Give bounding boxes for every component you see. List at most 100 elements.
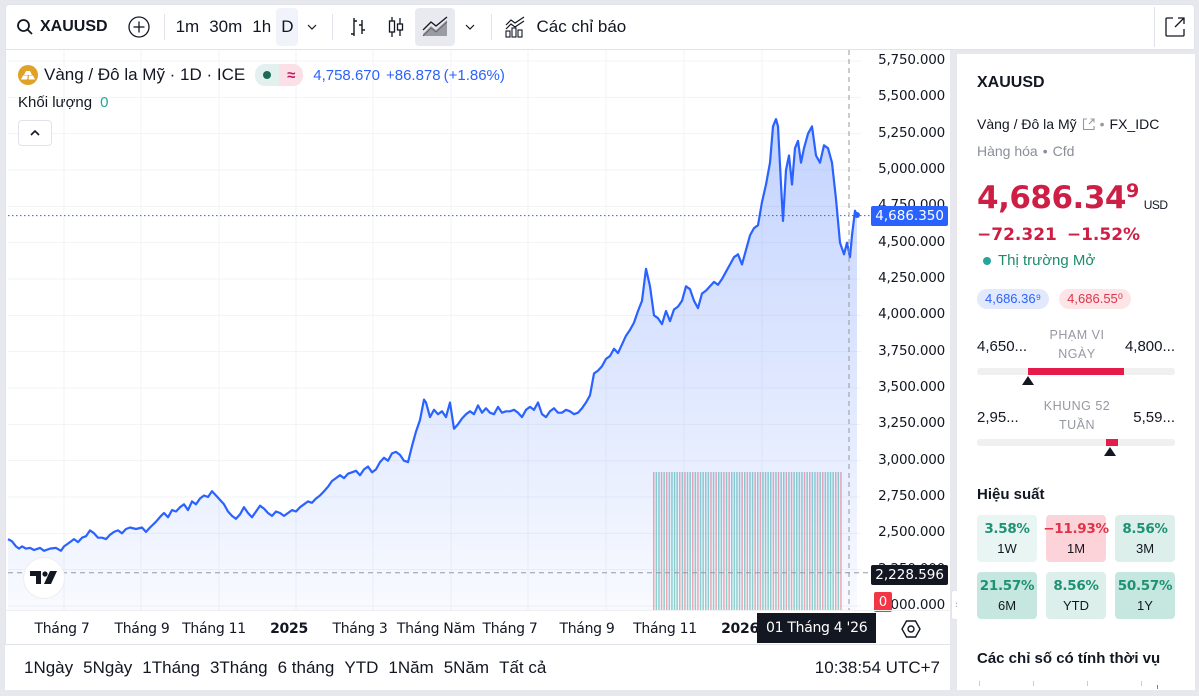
price-axis-label: 3,250.000 (878, 415, 945, 432)
candlestick-icon (389, 17, 404, 37)
timeframe-1m[interactable]: 1m (175, 17, 200, 36)
chart-settings-button[interactable] (899, 617, 923, 641)
performance-period: 3M (1135, 541, 1155, 556)
market-status[interactable]: Thị trường Mở (983, 252, 1095, 269)
price-axis[interactable]: 5,750.0005,500.0005,250.0005,000.0004,75… (866, 50, 951, 613)
performance-period: 1W (997, 541, 1017, 556)
area-style-button[interactable] (415, 8, 456, 46)
indicators-label: Các chỉ báo (536, 17, 627, 36)
timeframe-dropdown[interactable] (298, 8, 326, 46)
chevron-right-icon: › (955, 599, 959, 611)
range-5d[interactable]: 5Ngày (83, 657, 133, 677)
timeframe-d[interactable]: D (276, 8, 299, 46)
week52-high: 5,59... (1133, 409, 1175, 426)
performance-cell-1w[interactable]: 3.58% 1W (977, 515, 1037, 562)
performance-value: 50.57% (1117, 578, 1173, 594)
price-axis-label: 5,000.000 (878, 161, 945, 177)
seasonals-title: Các chỉ số có tính thời vụ (977, 650, 1161, 667)
performance-cell-6m[interactable]: 21.57% 6M (977, 572, 1037, 619)
performance-period: 1Y (1137, 598, 1153, 613)
time-axis-label: Tháng 7 (482, 621, 538, 637)
range-5y[interactable]: 5Năm (443, 657, 490, 677)
chart-pane[interactable]: Vàng / Đô la Mỹ · 1D · ICE ≈ 4,758.670 +… (5, 50, 951, 644)
range-1m[interactable]: 1Tháng (142, 657, 200, 677)
day-range-track (977, 368, 1175, 375)
tradingview-logo[interactable] (24, 558, 64, 598)
price-axis-label: 2,000.000 (878, 597, 945, 613)
range-all[interactable]: Tất cả (499, 657, 547, 677)
range-ytd[interactable]: YTD (344, 657, 379, 677)
volume-label[interactable]: Khối lượng (18, 94, 93, 111)
week52-track (977, 439, 1175, 446)
last-price-main: 4,686.34 (977, 180, 1126, 216)
chart-style-dropdown[interactable] (455, 8, 485, 46)
time-axis-label: Tháng 3 (332, 621, 388, 637)
week52-fill (1105, 439, 1118, 446)
clock-timezone[interactable]: 10:38:54 UTC+7 (814, 657, 940, 677)
indicators-button[interactable]: Các chỉ báo (498, 8, 632, 46)
range-3m[interactable]: 3Tháng (209, 657, 268, 677)
separator-dot: • (1042, 143, 1048, 159)
panel-description-link[interactable]: Vàng / Đô la Mỹ (977, 116, 1077, 132)
performance-cell-1y[interactable]: 50.57% 1Y (1115, 572, 1175, 619)
price-axis-label: 3,000.000 (878, 451, 945, 468)
timeframe-30m[interactable]: 30m (209, 17, 243, 36)
price-chart[interactable] (6, 50, 951, 610)
status-dot-icon (983, 256, 991, 265)
range-1y[interactable]: 1Năm (388, 657, 434, 677)
bid-price: 4,686.36⁹ (977, 289, 1050, 309)
time-axis[interactable]: 2026 Tháng 11 Tháng 9 Tháng 7 Tháng Năm Tháng… (6, 610, 951, 644)
price-axis-label: 4,250.000 (878, 270, 945, 286)
series-title[interactable]: Vàng / Đô la Mỹ · 1D · ICE (44, 65, 246, 84)
time-axis-label: Tháng 9 (114, 621, 170, 637)
range-1d[interactable]: 1Ngày (24, 657, 74, 677)
performance-title: Hiệu suất (977, 486, 1045, 503)
performance-cell-1m[interactable]: −11.93% 1M (1043, 515, 1109, 562)
performance-value: 8.56% (1122, 521, 1168, 537)
price-axis-label: 4,500.000 (878, 233, 945, 250)
external-link-icon[interactable] (1082, 117, 1095, 131)
tradingview-logo-icon (30, 571, 57, 584)
panel-symbol: XAUUSD (977, 74, 1045, 91)
open-in-new-window-button[interactable] (1154, 7, 1194, 47)
volume-legend: Khối lượng 0 (18, 94, 108, 111)
chevron-up-icon (30, 130, 40, 136)
day-range-marker-icon (1022, 376, 1035, 385)
crosshair-price-tag: 2,228.596 (871, 565, 948, 585)
seasonals-chart-ticks (977, 681, 1175, 690)
candles-style-button[interactable] (377, 8, 415, 46)
performance-grid: 3.58% 1W −11.93% 1M 8.56% 3M 21.57% 6M 8.56% YTD 5… (977, 515, 1175, 619)
time-axis-label: Tháng Năm (396, 621, 476, 637)
week52-title: KHUNG 52 TUẦN (1043, 399, 1111, 432)
chevron-down-icon (308, 24, 317, 30)
collapse-legend-button[interactable] (18, 120, 52, 146)
market-status-pill[interactable]: ≈ (255, 64, 304, 86)
price-axis-label: 5,250.000 (878, 124, 945, 141)
legend-change-pct: (+1.86%) (443, 66, 505, 84)
legend-change: +86.878 (385, 66, 441, 84)
day-range-title: PHẠM VI NGÀY (1049, 328, 1105, 361)
bar-chart-icon (351, 18, 366, 36)
chevron-down-icon (466, 24, 475, 30)
panel-category-label: Hàng hóa (977, 143, 1038, 159)
volume-value: 0 (100, 94, 109, 111)
compare-add-button[interactable] (120, 8, 158, 46)
volume-price-tag: 0 (874, 592, 892, 612)
divider (163, 14, 165, 40)
range-6m[interactable]: 6 tháng (277, 657, 335, 677)
time-axis-label: Tháng 11 (633, 621, 697, 637)
week52-low: 2,95... (977, 409, 1019, 426)
performance-cell-3m[interactable]: 8.56% 3M (1115, 515, 1175, 562)
approx-data-icon: ≈ (279, 64, 304, 86)
legend-last: 4,758.670 (313, 66, 380, 84)
timeframe-1h[interactable]: 1h (252, 17, 272, 36)
symbol-search-button[interactable]: XAUUSD (6, 8, 116, 46)
ask-price: 4,686.55⁰ (1059, 289, 1131, 309)
performance-cell-ytd[interactable]: 8.56% YTD (1046, 572, 1106, 619)
time-axis-label: Tháng 7 (34, 621, 90, 637)
symbol-details-panel: XAUUSD Vàng / Đô la Mỹ • FX_IDC Hàng hóa… (957, 54, 1195, 690)
performance-value: 3.58% (984, 521, 1030, 537)
price-axis-label: 5,750.000 (878, 52, 945, 68)
bars-style-button[interactable] (339, 8, 377, 46)
